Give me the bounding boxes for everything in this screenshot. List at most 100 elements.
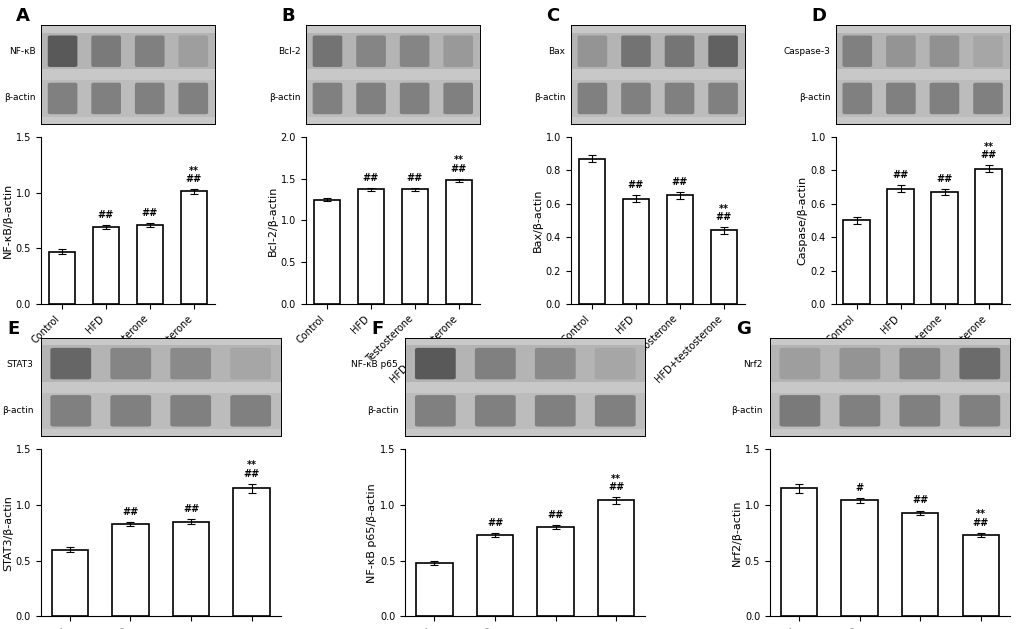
Text: B: B: [281, 8, 294, 25]
FancyBboxPatch shape: [92, 35, 121, 67]
Text: β-actin: β-actin: [533, 94, 565, 103]
Text: Bcl-2: Bcl-2: [277, 47, 301, 56]
Text: NF-κB: NF-κB: [9, 47, 36, 56]
Text: STAT3: STAT3: [7, 360, 34, 369]
FancyBboxPatch shape: [972, 35, 1002, 67]
Text: ##: ##: [972, 518, 987, 528]
FancyBboxPatch shape: [664, 82, 694, 114]
Bar: [570, 33, 744, 69]
Text: ##: ##: [122, 506, 139, 516]
FancyBboxPatch shape: [959, 348, 1000, 379]
Text: β-actin: β-actin: [798, 94, 829, 103]
Bar: [405, 392, 645, 429]
FancyBboxPatch shape: [594, 348, 635, 379]
Bar: [416, 563, 452, 616]
FancyBboxPatch shape: [170, 348, 211, 379]
Text: ##: ##: [547, 510, 564, 520]
Text: **: **: [718, 204, 728, 214]
FancyBboxPatch shape: [50, 348, 91, 379]
Text: Nrf2: Nrf2: [743, 360, 762, 369]
FancyBboxPatch shape: [415, 348, 455, 379]
Text: #: #: [855, 483, 863, 493]
FancyBboxPatch shape: [534, 395, 575, 426]
FancyBboxPatch shape: [178, 35, 208, 67]
FancyBboxPatch shape: [230, 395, 271, 426]
Bar: [306, 33, 480, 69]
Bar: [769, 345, 1009, 382]
Y-axis label: Bax/β-actin: Bax/β-actin: [532, 189, 542, 252]
Bar: [93, 227, 119, 304]
Text: ##: ##: [979, 150, 996, 160]
Bar: [41, 33, 215, 69]
Bar: [622, 199, 648, 304]
Bar: [710, 230, 737, 304]
FancyBboxPatch shape: [664, 35, 694, 67]
Bar: [306, 81, 480, 116]
Bar: [476, 535, 513, 616]
Text: ##: ##: [671, 177, 687, 187]
FancyBboxPatch shape: [135, 35, 164, 67]
Text: **: **: [453, 155, 464, 165]
Bar: [835, 81, 1009, 116]
FancyBboxPatch shape: [443, 82, 473, 114]
FancyBboxPatch shape: [707, 35, 737, 67]
Bar: [930, 192, 957, 304]
FancyBboxPatch shape: [899, 348, 940, 379]
FancyBboxPatch shape: [475, 395, 516, 426]
FancyBboxPatch shape: [928, 82, 958, 114]
Text: β-actin: β-actin: [731, 406, 762, 415]
FancyBboxPatch shape: [707, 82, 737, 114]
Text: **: **: [982, 142, 993, 152]
FancyBboxPatch shape: [399, 35, 429, 67]
FancyBboxPatch shape: [50, 395, 91, 426]
Text: Bax: Bax: [548, 47, 565, 56]
Y-axis label: Caspase/β-actin: Caspase/β-actin: [797, 176, 807, 265]
Bar: [41, 392, 280, 429]
Text: **: **: [975, 509, 984, 520]
Text: ##: ##: [98, 210, 114, 220]
FancyBboxPatch shape: [594, 395, 635, 426]
Bar: [233, 488, 269, 616]
Text: ##: ##: [182, 504, 199, 515]
Bar: [112, 524, 149, 616]
FancyBboxPatch shape: [839, 395, 879, 426]
Y-axis label: Nrf2/β-actin: Nrf2/β-actin: [732, 499, 742, 566]
Text: ##: ##: [911, 496, 927, 506]
Text: ##: ##: [407, 173, 423, 183]
Text: β-actin: β-actin: [2, 406, 34, 415]
Text: β-actin: β-actin: [269, 94, 301, 103]
Bar: [313, 199, 339, 304]
Bar: [41, 81, 215, 116]
Text: **: **: [610, 474, 621, 484]
Text: β-actin: β-actin: [4, 94, 36, 103]
Text: **: **: [189, 166, 199, 176]
FancyBboxPatch shape: [230, 348, 271, 379]
Bar: [781, 488, 816, 616]
FancyBboxPatch shape: [313, 82, 342, 114]
Bar: [835, 33, 1009, 69]
FancyBboxPatch shape: [178, 82, 208, 114]
Y-axis label: Bcl-2/β-actin: Bcl-2/β-actin: [268, 186, 277, 255]
FancyBboxPatch shape: [886, 82, 915, 114]
Text: ##: ##: [363, 173, 379, 183]
FancyBboxPatch shape: [110, 348, 151, 379]
Text: **: **: [247, 460, 257, 470]
Bar: [401, 189, 428, 304]
FancyBboxPatch shape: [577, 82, 606, 114]
FancyBboxPatch shape: [135, 82, 164, 114]
FancyBboxPatch shape: [475, 348, 516, 379]
FancyBboxPatch shape: [621, 82, 650, 114]
Bar: [578, 159, 604, 304]
FancyBboxPatch shape: [839, 348, 879, 379]
Bar: [172, 521, 209, 616]
Text: G: G: [736, 320, 751, 338]
Text: ##: ##: [627, 181, 643, 191]
Bar: [137, 225, 163, 304]
FancyBboxPatch shape: [48, 82, 77, 114]
Text: ##: ##: [892, 170, 908, 181]
Bar: [769, 392, 1009, 429]
FancyBboxPatch shape: [842, 35, 871, 67]
Bar: [841, 501, 877, 616]
Bar: [49, 252, 75, 304]
Text: NF-κB p65: NF-κB p65: [352, 360, 397, 369]
